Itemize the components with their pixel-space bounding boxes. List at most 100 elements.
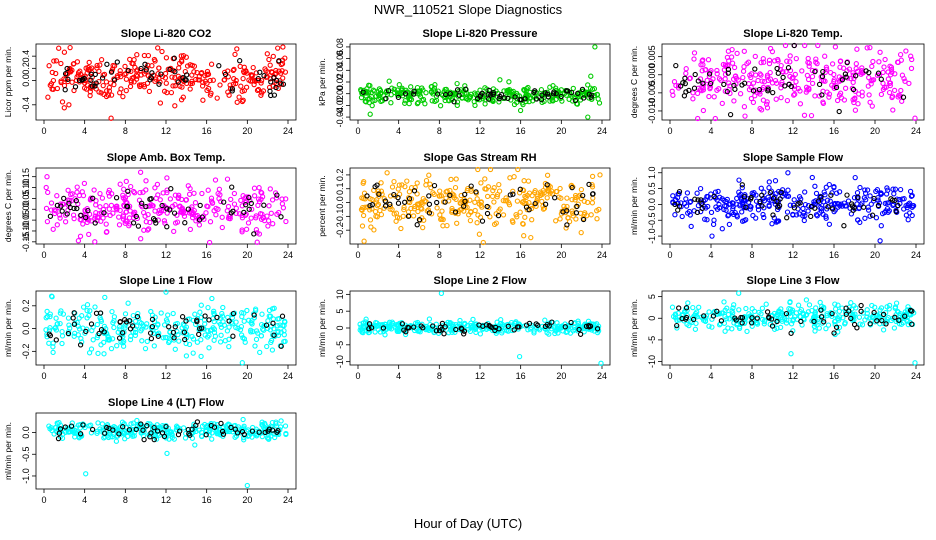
x-tick-label: 16 — [202, 126, 212, 136]
data-point — [566, 218, 573, 225]
data-point-reference — [498, 92, 505, 98]
data-point — [500, 212, 507, 218]
data-point — [240, 193, 246, 199]
data-point-reference — [114, 59, 120, 65]
y-tick-label: 0.10 — [21, 179, 31, 197]
data-point — [817, 199, 823, 206]
data-point — [165, 312, 171, 318]
data-point — [377, 329, 384, 335]
data-point — [472, 91, 479, 98]
data-point — [826, 94, 832, 100]
data-point-reference — [770, 212, 776, 218]
data-point — [706, 323, 712, 329]
data-point — [897, 186, 904, 193]
data-point — [126, 215, 133, 221]
data-point — [376, 86, 383, 92]
data-point — [94, 62, 100, 69]
data-point-reference — [587, 323, 594, 329]
data-point — [805, 208, 811, 214]
panel-3: Slope Li-820 Temp.degrees C per min.0 4 8 1… — [629, 28, 925, 136]
data-point — [231, 76, 237, 82]
data-point — [684, 190, 691, 196]
data-point — [758, 185, 764, 191]
data-point — [865, 204, 871, 210]
data-point — [735, 77, 741, 83]
data-point — [131, 190, 138, 196]
data-point-reference — [788, 330, 794, 336]
data-point — [695, 202, 702, 209]
data-point — [907, 188, 914, 195]
data-point — [777, 324, 784, 331]
data-point — [571, 320, 577, 327]
data-points — [669, 42, 918, 122]
data-point-reference — [673, 62, 679, 69]
data-point — [705, 203, 711, 210]
data-point-reference — [220, 431, 227, 437]
data-point — [107, 428, 113, 434]
data-point — [570, 85, 576, 92]
data-point-reference — [230, 208, 236, 214]
data-point — [778, 94, 784, 101]
data-point — [214, 431, 220, 437]
data-points — [45, 44, 289, 121]
data-point-reference — [900, 94, 907, 100]
y-tick-label: 0.2 — [21, 300, 31, 313]
data-point — [722, 71, 729, 78]
data-point — [253, 227, 260, 233]
data-point — [199, 69, 205, 76]
data-point — [65, 187, 71, 193]
data-point — [540, 206, 547, 212]
data-point — [454, 99, 461, 105]
data-point-reference — [774, 65, 780, 72]
data-point-reference — [871, 195, 877, 202]
data-point — [708, 209, 715, 216]
data-point — [360, 212, 367, 219]
data-point — [278, 418, 284, 424]
data-point — [453, 176, 459, 182]
data-point — [535, 193, 541, 199]
data-point-reference — [383, 95, 389, 102]
data-point-reference — [752, 66, 758, 72]
data-point — [114, 73, 121, 79]
data-point — [698, 62, 704, 68]
data-point — [853, 61, 859, 67]
data-point — [221, 77, 228, 83]
data-point — [894, 59, 901, 65]
data-point — [86, 423, 92, 429]
data-point-reference — [441, 331, 447, 337]
data-point — [865, 207, 872, 213]
data-point — [740, 74, 746, 81]
data-point — [683, 203, 690, 209]
data-point-reference — [682, 75, 688, 81]
data-point-reference — [692, 71, 698, 78]
data-point — [371, 88, 378, 94]
data-point-outlier — [49, 294, 55, 300]
data-point — [729, 200, 735, 206]
data-point-reference — [461, 203, 467, 209]
data-point-reference — [184, 72, 190, 78]
data-point — [862, 215, 868, 221]
data-point — [196, 73, 202, 80]
data-point-reference — [580, 192, 586, 199]
data-point — [113, 205, 119, 211]
data-point-reference — [701, 313, 707, 319]
data-point — [783, 69, 789, 75]
data-point — [779, 79, 785, 85]
data-point — [266, 203, 272, 209]
data-point — [801, 112, 808, 118]
data-point — [248, 73, 255, 79]
data-point — [58, 78, 64, 84]
data-point — [143, 178, 149, 184]
data-point — [832, 312, 838, 318]
data-point — [747, 206, 753, 212]
data-point — [878, 223, 884, 229]
data-point — [182, 326, 189, 333]
data-point — [168, 89, 175, 96]
data-point — [517, 209, 523, 215]
data-point-reference — [382, 198, 388, 204]
data-point — [814, 60, 820, 67]
data-point — [122, 311, 129, 317]
y-tick-label: -0.005 — [647, 80, 657, 106]
data-point — [183, 197, 190, 203]
